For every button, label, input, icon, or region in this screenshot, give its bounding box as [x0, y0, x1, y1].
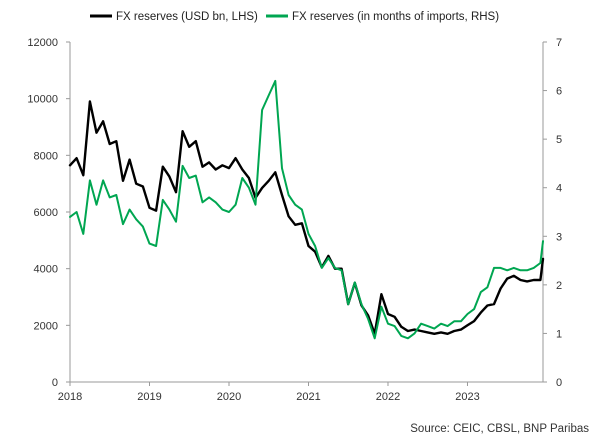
- left-tick-label: 10000: [27, 94, 58, 106]
- right-tick-label: 2: [556, 280, 562, 292]
- x-tick-label: 2022: [376, 391, 400, 403]
- left-tick-label: 12000: [27, 37, 58, 49]
- chart-axes: 0 2000 4000 6000 8000 10000 12000 0 1 2 3 4 5 6 7 2018 2…: [27, 37, 562, 403]
- right-tick-label: 6: [556, 86, 562, 98]
- right-tick-label: 1: [556, 328, 562, 340]
- left-tick-label: 4000: [34, 264, 58, 276]
- right-tick-label: 7: [556, 37, 562, 49]
- series-line-usd-bn: [68, 100, 545, 335]
- chart-series: [68, 79, 545, 340]
- x-tick-label: 2023: [455, 391, 479, 403]
- left-tick-label: 0: [52, 377, 58, 389]
- right-tick-label: 4: [556, 183, 562, 195]
- source-note: Source: CEIC, CBSL, BNP Paribas: [410, 423, 589, 435]
- legend-label-months: FX reserves (in months of imports, RHS): [292, 11, 499, 23]
- x-tick-label: 2018: [58, 391, 82, 403]
- x-tick-label: 2020: [217, 391, 241, 403]
- left-tick-label: 2000: [34, 320, 58, 332]
- right-tick-label: 3: [556, 231, 562, 243]
- left-tick-label: 6000: [34, 207, 58, 219]
- x-tick-label: 2019: [137, 391, 161, 403]
- legend-label-usd: FX reserves (USD bn, LHS): [116, 11, 258, 23]
- left-tick-label: 8000: [34, 150, 58, 162]
- x-tick-label: 2021: [296, 391, 320, 403]
- right-tick-label: 5: [556, 134, 562, 146]
- series-line-months-imports: [69, 79, 544, 340]
- chart-legend: FX reserves (USD bn, LHS) FX reserves (i…: [90, 11, 499, 23]
- right-tick-label: 0: [556, 377, 562, 389]
